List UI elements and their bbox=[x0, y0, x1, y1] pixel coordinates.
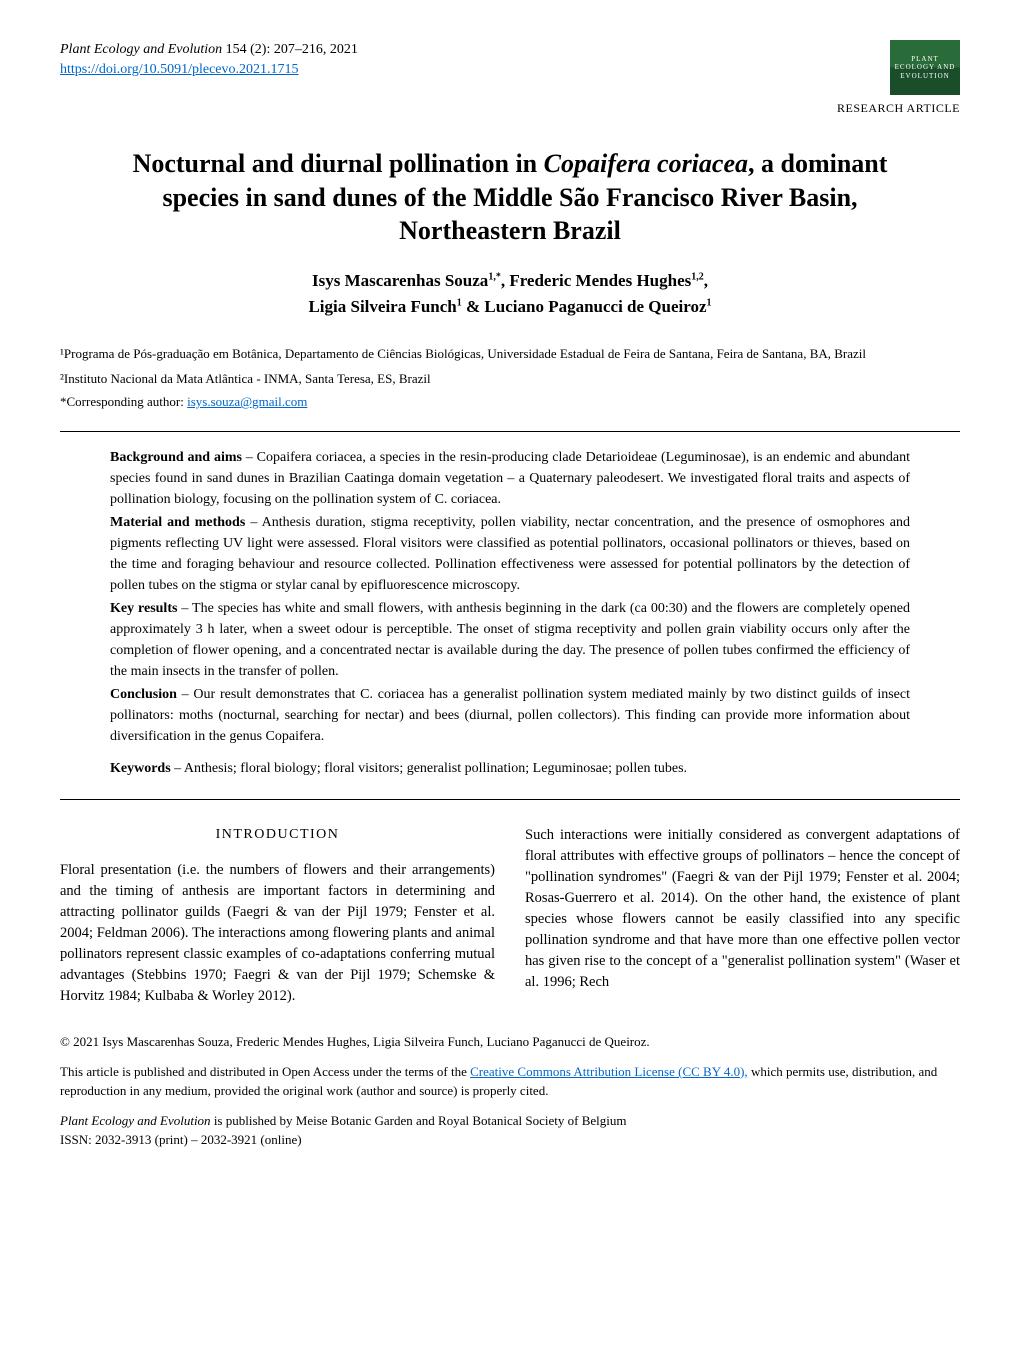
journal-info: Plant Ecology and Evolution 154 (2): 207… bbox=[60, 40, 358, 79]
corresponding-author: *Corresponding author: isys.souza@gmail.… bbox=[60, 393, 960, 411]
volume-pages: 154 (2): 207–216, 2021 bbox=[222, 42, 358, 57]
kw-label: Keywords bbox=[110, 761, 171, 776]
author-3: Ligia Silveira Funch bbox=[308, 297, 456, 316]
cn-text: – Our result demonstrates that C. coriac… bbox=[110, 687, 910, 744]
cn-label: Conclusion bbox=[110, 687, 177, 702]
column-right: Such interactions were initially conside… bbox=[525, 825, 960, 1007]
bg-label: Background and aims bbox=[110, 450, 242, 465]
abstract-results: Key results – The species has white and … bbox=[110, 598, 910, 682]
author-4: & Luciano Paganucci de Queiroz bbox=[462, 297, 707, 316]
abstract-methods: Material and methods – Anthesis duration… bbox=[110, 512, 910, 596]
kw-text: – Anthesis; floral biology; floral visit… bbox=[171, 761, 687, 776]
author-sep: , bbox=[704, 271, 708, 290]
corr-email[interactable]: isys.souza@gmail.com bbox=[187, 394, 307, 409]
kr-label: Key results bbox=[110, 601, 177, 616]
issn: ISSN: 2032-3913 (print) – 2032-3921 (onl… bbox=[60, 1132, 302, 1147]
article-title: Nocturnal and diurnal pollination in Cop… bbox=[100, 147, 920, 248]
intro-col2-text: Such interactions were initially conside… bbox=[525, 825, 960, 993]
affiliation-1: ¹Programa de Pós-graduação em Botânica, … bbox=[60, 344, 960, 364]
pub-text: is published by Meise Botanic Garden and… bbox=[211, 1113, 627, 1128]
kr-text: – The species has white and small flower… bbox=[110, 601, 910, 679]
keywords: Keywords – Anthesis; floral biology; flo… bbox=[110, 759, 910, 779]
column-left: INTRODUCTION Floral presentation (i.e. t… bbox=[60, 825, 495, 1007]
doi-link[interactable]: https://doi.org/10.5091/plecevo.2021.171… bbox=[60, 62, 299, 77]
intro-col1-text: Floral presentation (i.e. the numbers of… bbox=[60, 860, 495, 1007]
affiliation-2: ²Instituto Nacional da Mata Atlântica - … bbox=[60, 369, 960, 389]
divider-bottom bbox=[60, 799, 960, 800]
article-type: RESEARCH ARTICLE bbox=[837, 100, 960, 117]
journal-logo: PLANT ECOLOGY AND EVOLUTION bbox=[890, 40, 960, 95]
publisher-info: Plant Ecology and Evolution is published… bbox=[60, 1111, 960, 1150]
footer: © 2021 Isys Mascarenhas Souza, Frederic … bbox=[60, 1032, 960, 1150]
logo-block: PLANT ECOLOGY AND EVOLUTION RESEARCH ART… bbox=[837, 40, 960, 117]
license-link[interactable]: Creative Commons Attribution License (CC… bbox=[470, 1064, 748, 1079]
mm-label: Material and methods bbox=[110, 515, 245, 530]
divider-top bbox=[60, 431, 960, 432]
author-2-sup: 1,2 bbox=[691, 272, 704, 283]
license: This article is published and distribute… bbox=[60, 1062, 960, 1101]
author-1-sup: 1,* bbox=[488, 272, 501, 283]
authors: Isys Mascarenhas Souza1,*, Frederic Mend… bbox=[60, 268, 960, 319]
copyright: © 2021 Isys Mascarenhas Souza, Frederic … bbox=[60, 1032, 960, 1052]
logo-text-2: ECOLOGY AND bbox=[895, 63, 956, 71]
journal-name: Plant Ecology and Evolution bbox=[60, 42, 222, 57]
author-1: Isys Mascarenhas Souza bbox=[312, 271, 488, 290]
title-pre: Nocturnal and diurnal pollination in bbox=[133, 149, 544, 178]
header-row: Plant Ecology and Evolution 154 (2): 207… bbox=[60, 40, 960, 117]
abstract: Background and aims – Copaifera coriacea… bbox=[110, 447, 910, 747]
author-2: , Frederic Mendes Hughes bbox=[501, 271, 691, 290]
author-4-sup: 1 bbox=[707, 297, 712, 308]
abstract-conclusion: Conclusion – Our result demonstrates tha… bbox=[110, 684, 910, 747]
journal-italic: Plant Ecology and Evolution bbox=[60, 1113, 211, 1128]
title-species: Copaifera coriacea bbox=[544, 149, 748, 178]
corr-label: *Corresponding author: bbox=[60, 394, 187, 409]
logo-text-1: PLANT bbox=[911, 55, 939, 63]
intro-heading: INTRODUCTION bbox=[60, 825, 495, 845]
main-content: INTRODUCTION Floral presentation (i.e. t… bbox=[60, 825, 960, 1007]
license-pre: This article is published and distribute… bbox=[60, 1064, 470, 1079]
logo-text-3: EVOLUTION bbox=[900, 72, 949, 80]
abstract-background: Background and aims – Copaifera coriacea… bbox=[110, 447, 910, 510]
